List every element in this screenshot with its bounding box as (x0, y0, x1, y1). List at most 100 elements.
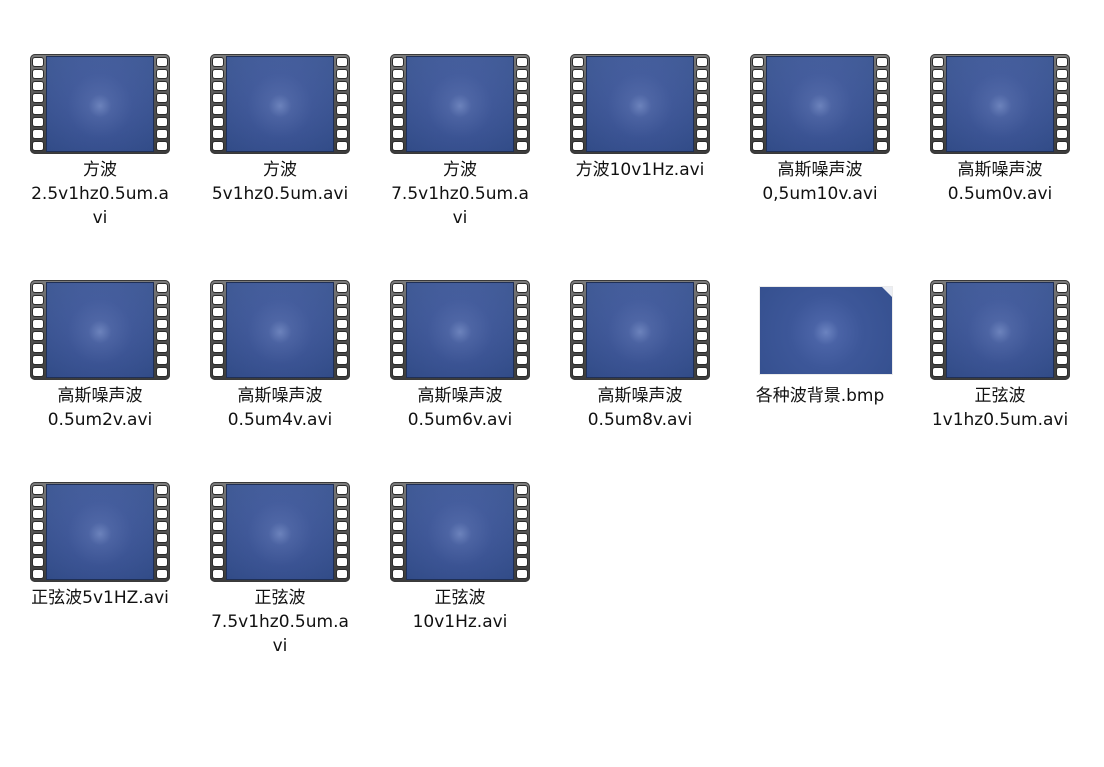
file-thumbnail[interactable] (208, 274, 352, 380)
file-name-label: 高斯噪声波 0.5um4v.avi (227, 386, 333, 430)
video-file-icon (930, 54, 1070, 154)
file-name-label: 正弦波5v1HZ.avi (31, 588, 169, 608)
film-perforation (573, 284, 583, 376)
file-name-label: 各种波背景.bmp (755, 386, 885, 406)
file-thumbnail[interactable] (748, 48, 892, 154)
video-file-icon (30, 482, 170, 582)
file-item[interactable]: 方波 5v1hz0.5um.avi (208, 48, 352, 206)
film-perforation (517, 486, 527, 578)
file-item[interactable]: 高斯噪声波 0.5um6v.avi (388, 274, 532, 432)
file-thumbnail[interactable] (748, 274, 892, 380)
video-frame-preview (586, 282, 694, 378)
video-frame-preview (406, 56, 514, 152)
film-perforation (517, 58, 527, 150)
film-perforation (933, 284, 943, 376)
video-file-icon (30, 280, 170, 380)
file-item[interactable]: 高斯噪声波 0.5um0v.avi (928, 48, 1072, 206)
file-name-label: 方波10v1Hz.avi (575, 160, 705, 180)
video-frame-preview (586, 56, 694, 152)
file-item[interactable]: 各种波背景.bmp (748, 274, 892, 408)
file-thumbnail[interactable] (388, 274, 532, 380)
file-item[interactable]: 方波 2.5v1hz0.5um.a vi (28, 48, 172, 230)
film-perforation (393, 284, 403, 376)
film-perforation (753, 58, 763, 150)
video-file-icon (570, 54, 710, 154)
film-perforation (213, 284, 223, 376)
file-item[interactable]: 高斯噪声波 0.5um2v.avi (28, 274, 172, 432)
video-frame-preview (406, 484, 514, 580)
file-item[interactable]: 正弦波 7.5v1hz0.5um.a vi (208, 476, 352, 658)
file-thumbnail[interactable] (388, 48, 532, 154)
video-file-icon (390, 54, 530, 154)
file-item[interactable]: 正弦波5v1HZ.avi (28, 476, 172, 610)
film-perforation (933, 58, 943, 150)
video-frame-preview (46, 282, 154, 378)
video-file-icon (210, 482, 350, 582)
file-name-label: 高斯噪声波 0.5um8v.avi (587, 386, 693, 430)
film-perforation (393, 486, 403, 578)
file-name-label: 高斯噪声波 0.5um2v.avi (47, 386, 153, 430)
film-perforation (337, 486, 347, 578)
film-perforation (697, 58, 707, 150)
video-frame-preview (226, 484, 334, 580)
film-perforation (33, 284, 43, 376)
file-name-label: 方波 5v1hz0.5um.avi (211, 160, 349, 204)
video-frame-preview (766, 56, 874, 152)
file-name-label: 高斯噪声波 0.5um0v.avi (947, 160, 1053, 204)
film-perforation (1057, 284, 1067, 376)
file-name-label: 正弦波 7.5v1hz0.5um.a vi (211, 588, 349, 656)
film-perforation (33, 486, 43, 578)
file-name-label: 高斯噪声波 0,5um10v.avi (762, 160, 878, 204)
file-item[interactable]: 正弦波 10v1Hz.avi (388, 476, 532, 634)
file-thumbnail[interactable] (28, 48, 172, 154)
film-perforation (157, 58, 167, 150)
video-frame-preview (46, 56, 154, 152)
file-thumbnail[interactable] (928, 274, 1072, 380)
film-perforation (573, 58, 583, 150)
video-frame-preview (946, 282, 1054, 378)
file-item[interactable]: 方波 7.5v1hz0.5um.a vi (388, 48, 532, 230)
file-item[interactable]: 方波10v1Hz.avi (568, 48, 712, 182)
film-perforation (213, 58, 223, 150)
file-item[interactable]: 高斯噪声波 0.5um8v.avi (568, 274, 712, 432)
file-thumbnail[interactable] (28, 476, 172, 582)
file-name-label: 正弦波 10v1Hz.avi (412, 588, 508, 632)
file-thumbnail[interactable] (568, 48, 712, 154)
video-file-icon (390, 482, 530, 582)
file-thumbnail[interactable] (208, 48, 352, 154)
file-thumbnail[interactable] (568, 274, 712, 380)
file-thumbnail[interactable] (28, 274, 172, 380)
file-thumbnail[interactable] (208, 476, 352, 582)
video-file-icon (210, 54, 350, 154)
film-perforation (213, 486, 223, 578)
file-item[interactable]: 正弦波 1v1hz0.5um.avi (928, 274, 1072, 432)
video-file-icon (930, 280, 1070, 380)
video-frame-preview (226, 282, 334, 378)
video-file-icon (570, 280, 710, 380)
film-perforation (697, 284, 707, 376)
video-frame-preview (226, 56, 334, 152)
video-frame-preview (946, 56, 1054, 152)
video-file-icon (750, 54, 890, 154)
file-name-label: 方波 7.5v1hz0.5um.a vi (391, 160, 529, 228)
film-perforation (393, 58, 403, 150)
video-file-icon (390, 280, 530, 380)
file-thumbnail[interactable] (388, 476, 532, 582)
film-perforation (877, 58, 887, 150)
film-perforation (337, 58, 347, 150)
film-perforation (517, 284, 527, 376)
film-perforation (157, 284, 167, 376)
video-frame-preview (406, 282, 514, 378)
file-item[interactable]: 高斯噪声波 0.5um4v.avi (208, 274, 352, 432)
film-perforation (1057, 58, 1067, 150)
file-thumbnail[interactable] (928, 48, 1072, 154)
film-perforation (157, 486, 167, 578)
image-thumbnail-icon (760, 287, 892, 374)
file-name-label: 正弦波 1v1hz0.5um.avi (931, 386, 1069, 430)
film-perforation (337, 284, 347, 376)
film-perforation (33, 58, 43, 150)
video-file-icon (210, 280, 350, 380)
file-name-label: 高斯噪声波 0.5um6v.avi (407, 386, 513, 430)
file-item[interactable]: 高斯噪声波 0,5um10v.avi (748, 48, 892, 206)
